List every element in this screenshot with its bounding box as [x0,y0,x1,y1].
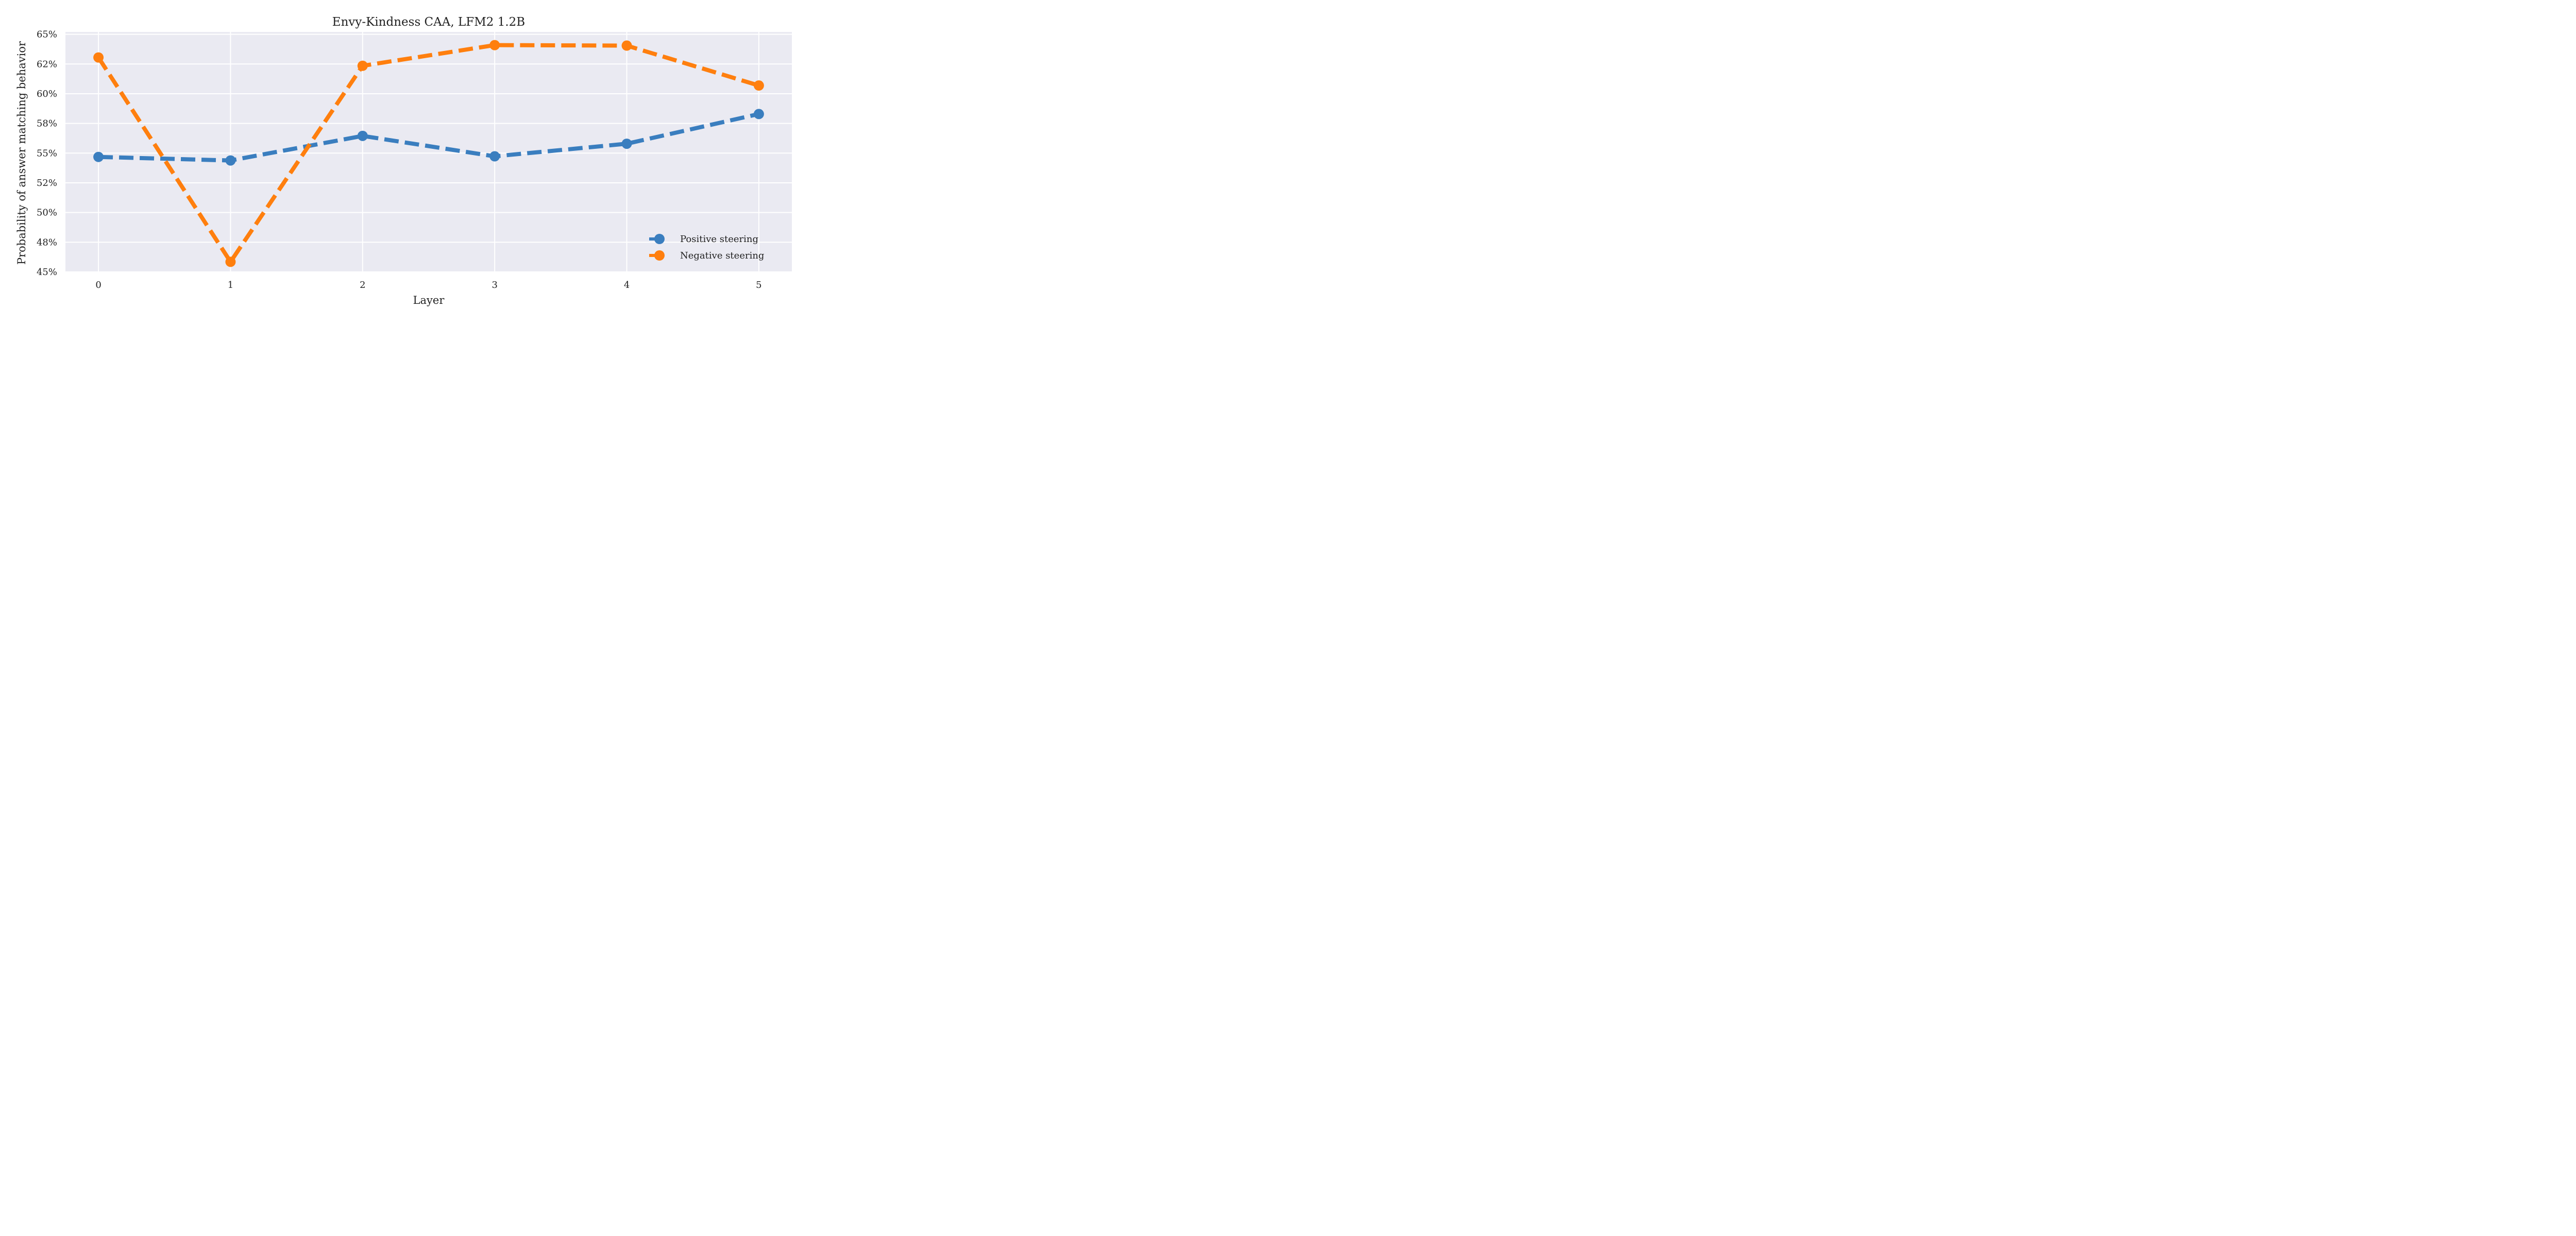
data-point [489,151,500,162]
data-point [489,40,500,50]
legend: Positive steering Negative steering [649,234,764,261]
series-line-0 [98,112,759,163]
y-tick-labels: 45% 48% 50% 52% 55% 58% 60% 62% 65% [37,29,57,278]
legend-marker-negative [654,250,665,261]
data-point [753,80,764,91]
series-line-1 [96,43,760,264]
x-tick-label: 3 [492,280,497,290]
data-point [753,109,764,119]
x-tick-label: 5 [756,280,761,290]
data-point [357,60,368,71]
chart-title: Envy-Kindness CAA, LFM2 1.2B [332,15,525,29]
x-tick-labels: 0 1 2 3 4 5 [95,280,761,290]
data-point [357,130,368,141]
y-tick-label: 45% [37,267,57,278]
y-tick-label: 58% [37,118,57,129]
data-point [225,256,236,267]
legend-label-negative: Negative steering [680,250,764,261]
series-layer [93,40,764,267]
y-tick-label: 50% [37,208,57,218]
y-tick-label: 48% [37,237,57,248]
y-gridlines [65,33,792,272]
legend-marker-positive [654,234,665,244]
y-tick-label: 62% [37,59,57,70]
y-tick-label: 55% [37,148,57,159]
line-chart: 45% 48% 50% 52% 55% 58% 60% 62% 65% 0 1 2 3 4 5 Envy-… [0,0,796,318]
x-tick-label: 1 [228,280,233,290]
data-point [621,139,632,149]
x-axis-label: Layer [413,294,445,306]
legend-label-positive: Positive steering [680,234,758,245]
x-tick-label: 2 [360,280,365,290]
data-point [93,52,104,63]
y-axis-label: Probability of answer matching behavior [15,41,28,265]
y-tick-label: 60% [37,89,57,99]
x-tick-label: 0 [95,280,101,290]
plot-area [65,32,792,272]
data-point [93,151,104,162]
data-point [225,155,236,166]
data-point [621,40,632,51]
y-tick-label: 65% [37,29,57,40]
y-tick-label: 52% [37,178,57,188]
x-tick-label: 4 [624,280,630,290]
